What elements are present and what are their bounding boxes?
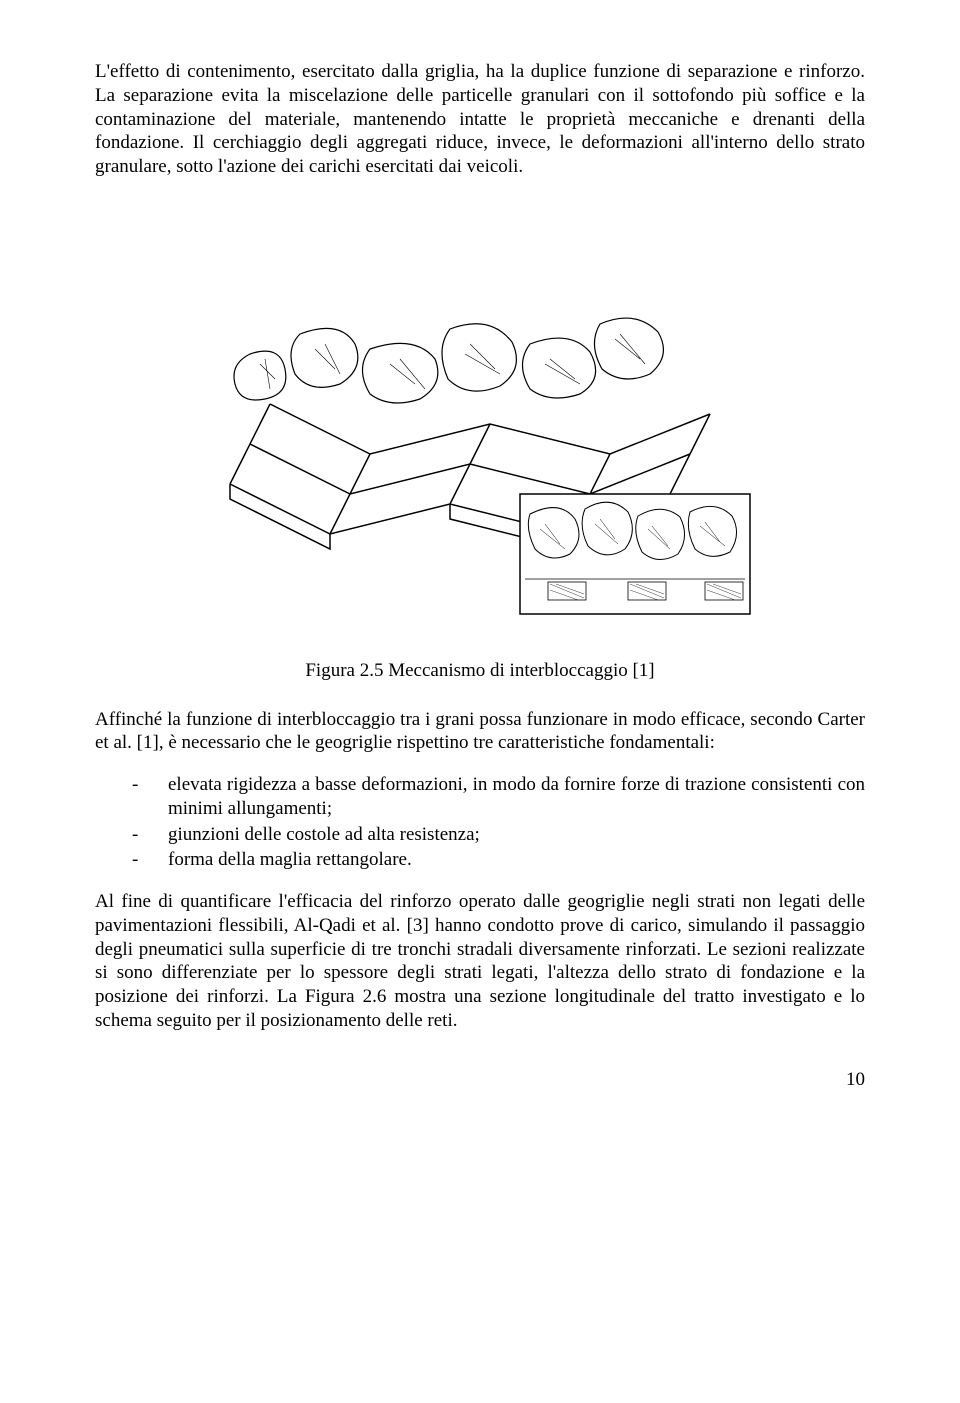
bullet-list: elevata rigidezza a basse deformazioni, … <box>95 773 865 872</box>
figure-2-5-image <box>190 204 770 624</box>
paragraph-2: Affinché la funzione di interbloccaggio … <box>95 708 865 756</box>
paragraph-1: L'effetto di contenimento, esercitato da… <box>95 60 865 179</box>
bullet-item: forma della maglia rettangolare. <box>150 848 865 872</box>
page-number: 10 <box>95 1068 865 1092</box>
bullet-item: giunzioni delle costole ad alta resisten… <box>150 823 865 847</box>
bullet-item: elevata rigidezza a basse deformazioni, … <box>150 773 865 821</box>
figure-container <box>95 204 865 624</box>
paragraph-3: Al fine di quantificare l'efficacia del … <box>95 890 865 1033</box>
figure-2-5-caption: Figura 2.5 Meccanismo di interbloccaggio… <box>95 659 865 683</box>
